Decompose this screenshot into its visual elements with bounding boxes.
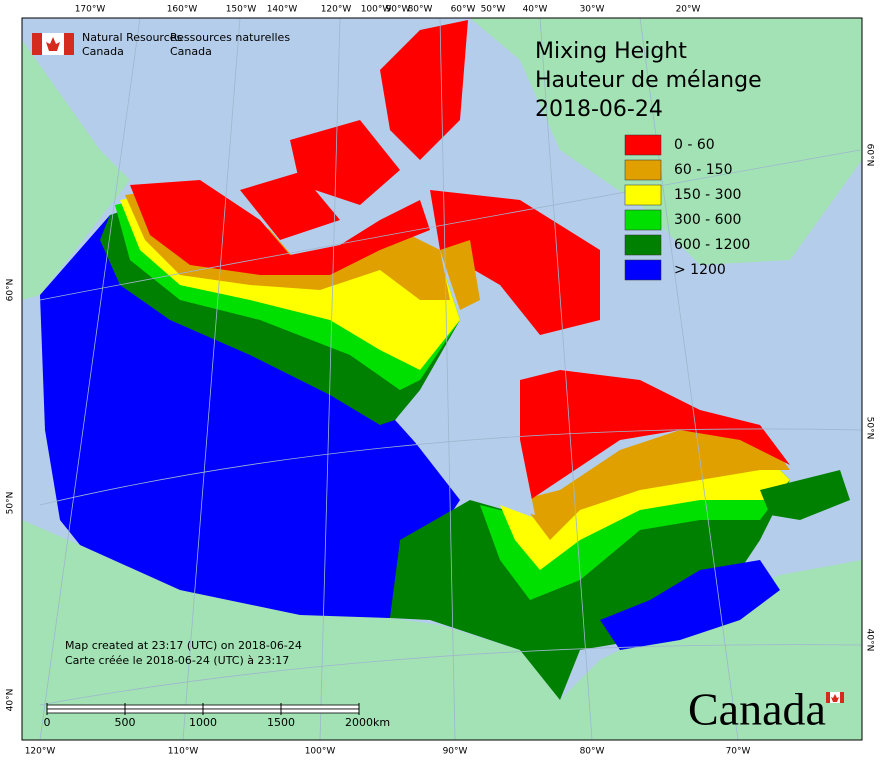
longitude-label: 50°W (481, 5, 506, 15)
zone (500, 450, 790, 570)
scale-segment (46, 708, 126, 714)
map-frame (21, 17, 863, 741)
legend-swatch (624, 209, 662, 231)
legend-label: 0 - 60 (674, 137, 715, 153)
longitude-label: 40°W (523, 5, 548, 15)
scale-label: 500 (115, 716, 136, 729)
zone (440, 240, 480, 310)
scale-segment (124, 704, 204, 710)
longitude-label: 160°W (167, 5, 198, 15)
alaska (22, 40, 130, 300)
scale-segment (46, 704, 126, 710)
zone (600, 560, 780, 650)
created-note: Map created at 23:17 (UTC) on 2018-06-24 (65, 639, 302, 652)
legend-label: 600 - 1200 (674, 237, 750, 253)
greenland (470, 18, 862, 265)
longitude-label: 170°W (75, 5, 106, 15)
longitude-label: 70°W (726, 747, 751, 757)
hudson-bay (395, 360, 535, 515)
united-states (22, 520, 862, 740)
legend-label: 60 - 150 (674, 162, 733, 178)
agency-fr: Ressources naturelles (170, 31, 290, 44)
legend-swatch (624, 234, 662, 256)
wordmark-flag (826, 692, 844, 703)
agency-en: Natural Resources (82, 31, 183, 44)
zone (380, 20, 468, 160)
legend-label: 300 - 600 (674, 212, 741, 228)
legend-label: > 1200 (674, 262, 726, 278)
scale-segment (202, 708, 282, 714)
longitude-label: 60°W (451, 5, 476, 15)
scale-segment (280, 704, 360, 710)
zone (430, 190, 600, 335)
meridian (39, 17, 739, 741)
wordmark: Canada (688, 684, 826, 735)
scale-segment (280, 708, 360, 714)
zone (520, 370, 790, 500)
scale-label: 2000 (345, 716, 373, 729)
title: Hauteur de mélange (535, 68, 762, 93)
longitude-label: 110°W (168, 747, 199, 757)
scale-unit: km (373, 716, 390, 729)
parallel (39, 149, 863, 706)
latitude-label: 60°N (6, 279, 16, 302)
scale-label: 1000 (189, 716, 217, 729)
title: Mixing Height (535, 39, 687, 64)
longitude-label: 120°W (321, 5, 352, 15)
legend-label: 150 - 300 (674, 187, 741, 203)
longitude-label: 20°W (676, 5, 701, 15)
latitude-label: 50°N (6, 492, 16, 515)
zone (130, 180, 430, 275)
latitude-label: 60°N (865, 144, 875, 167)
scale-segment (124, 708, 204, 714)
longitude-label: 150°W (226, 5, 257, 15)
zone (240, 172, 340, 240)
legend-swatch (624, 184, 662, 206)
latitude-label: 40°N (6, 689, 16, 712)
scale-label: 0 (44, 716, 51, 729)
longitude-label: 80°W (408, 5, 433, 15)
longitude-label: 80°W (580, 747, 605, 757)
longitude-label: 140°W (267, 5, 298, 15)
longitude-label: 30°W (580, 5, 605, 15)
fip-flag (32, 33, 74, 55)
longitude-label: 120°W (25, 747, 56, 757)
scale-segment (202, 704, 282, 710)
zone (40, 215, 460, 618)
latitude-label: 40°N (865, 629, 875, 652)
legend-swatch (624, 134, 662, 156)
zone (520, 430, 790, 540)
latitude-label: 50°N (865, 417, 875, 440)
agency-fr: Canada (170, 45, 212, 58)
legend-swatch (624, 159, 662, 181)
longitude-label: 100°W (361, 5, 392, 15)
legend-swatch (624, 259, 662, 281)
zone (290, 120, 400, 205)
created-note: Carte créée le 2018-06-24 (UTC) à 23:17 (65, 654, 289, 667)
title-date: 2018-06-24 (535, 97, 663, 122)
longitude-label: 100°W (305, 747, 336, 757)
scale-label: 1500 (267, 716, 295, 729)
zone (760, 470, 850, 520)
longitude-label: 90°W (443, 747, 468, 757)
agency-en: Canada (82, 45, 124, 58)
longitude-label: 90°W (386, 5, 411, 15)
